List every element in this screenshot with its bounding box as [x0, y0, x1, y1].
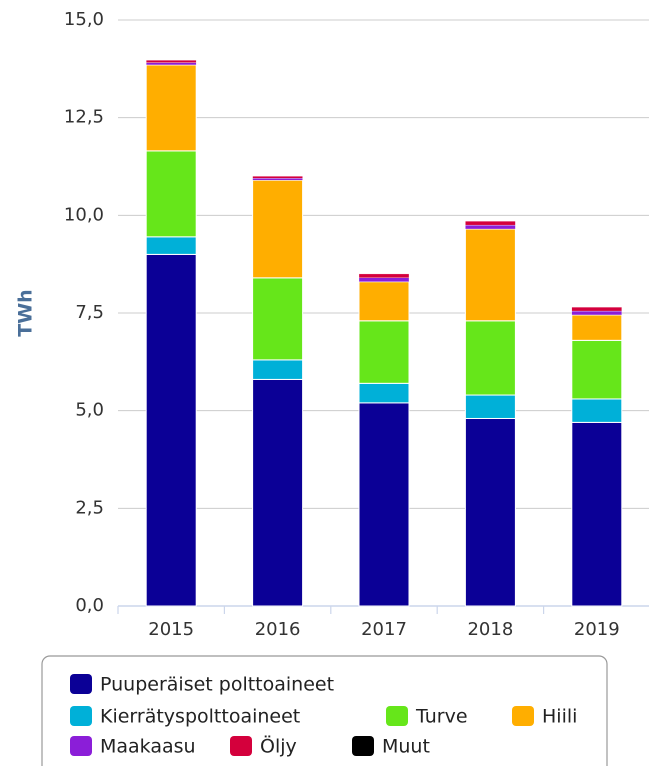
bar-segment — [145, 150, 197, 238]
bar-segment — [358, 277, 410, 282]
bar-segment — [358, 281, 410, 322]
legend-swatch — [70, 706, 92, 726]
bar-segment — [145, 253, 197, 607]
bar-segment — [464, 417, 516, 607]
bar-segment — [465, 221, 516, 226]
bar-segment — [571, 314, 623, 341]
bar-segment — [252, 178, 303, 181]
bar-segment — [571, 339, 623, 400]
legend-swatch — [352, 736, 374, 756]
x-tick-label: 2017 — [361, 619, 407, 640]
bar-segment — [464, 394, 516, 419]
legend-label: Puuperäiset polttoaineet — [100, 674, 334, 696]
bar-segment — [145, 64, 197, 152]
bar-segment — [571, 398, 623, 423]
bar-segment — [146, 60, 197, 63]
y-tick-label: 15,0 — [64, 9, 104, 30]
bar-segment — [571, 421, 623, 607]
legend-label: Turve — [415, 706, 468, 728]
bar-segment — [571, 306, 622, 312]
bar-segment — [145, 236, 197, 255]
legend-swatch — [230, 736, 252, 756]
x-tick-label: 2019 — [574, 619, 620, 640]
legend-swatch — [70, 674, 92, 694]
x-tick-label: 2018 — [467, 619, 513, 640]
bar-segment — [252, 359, 304, 380]
y-tick-label: 5,0 — [75, 400, 104, 421]
legend-box — [41, 655, 608, 766]
bar-segment — [571, 310, 622, 316]
legend-label: Muut — [382, 736, 430, 758]
legend-swatch — [386, 706, 408, 726]
bar-segment — [252, 179, 304, 279]
legend-label: Maakaasu — [100, 736, 196, 758]
legend-swatch — [512, 706, 534, 726]
y-tick-label: 12,5 — [64, 107, 104, 128]
legend-label: Hiili — [542, 706, 577, 728]
bar-segment — [252, 378, 304, 607]
y-tick-label: 7,5 — [75, 302, 104, 323]
bar-segment — [465, 224, 516, 230]
y-tick-label: 2,5 — [75, 497, 104, 518]
y-tick-label: 0,0 — [75, 595, 104, 616]
bar-segment — [358, 402, 410, 607]
bar-segment — [464, 320, 516, 396]
bar-segment — [358, 320, 410, 384]
bar-segment — [464, 228, 516, 322]
legend-label: Kierrätyspolttoaineet — [100, 706, 300, 728]
legend-swatch — [70, 736, 92, 756]
x-tick-label: 2016 — [255, 619, 301, 640]
x-tick-label: 2015 — [148, 619, 194, 640]
legend-label: Öljy — [260, 735, 297, 758]
bar-segment — [358, 382, 410, 404]
bar-segment — [252, 277, 304, 361]
y-axis-label: TWh — [15, 289, 37, 336]
bar-segment — [358, 273, 410, 278]
y-tick-label: 10,0 — [64, 204, 104, 225]
bar-segment — [252, 176, 303, 179]
bar-segment — [146, 62, 197, 66]
